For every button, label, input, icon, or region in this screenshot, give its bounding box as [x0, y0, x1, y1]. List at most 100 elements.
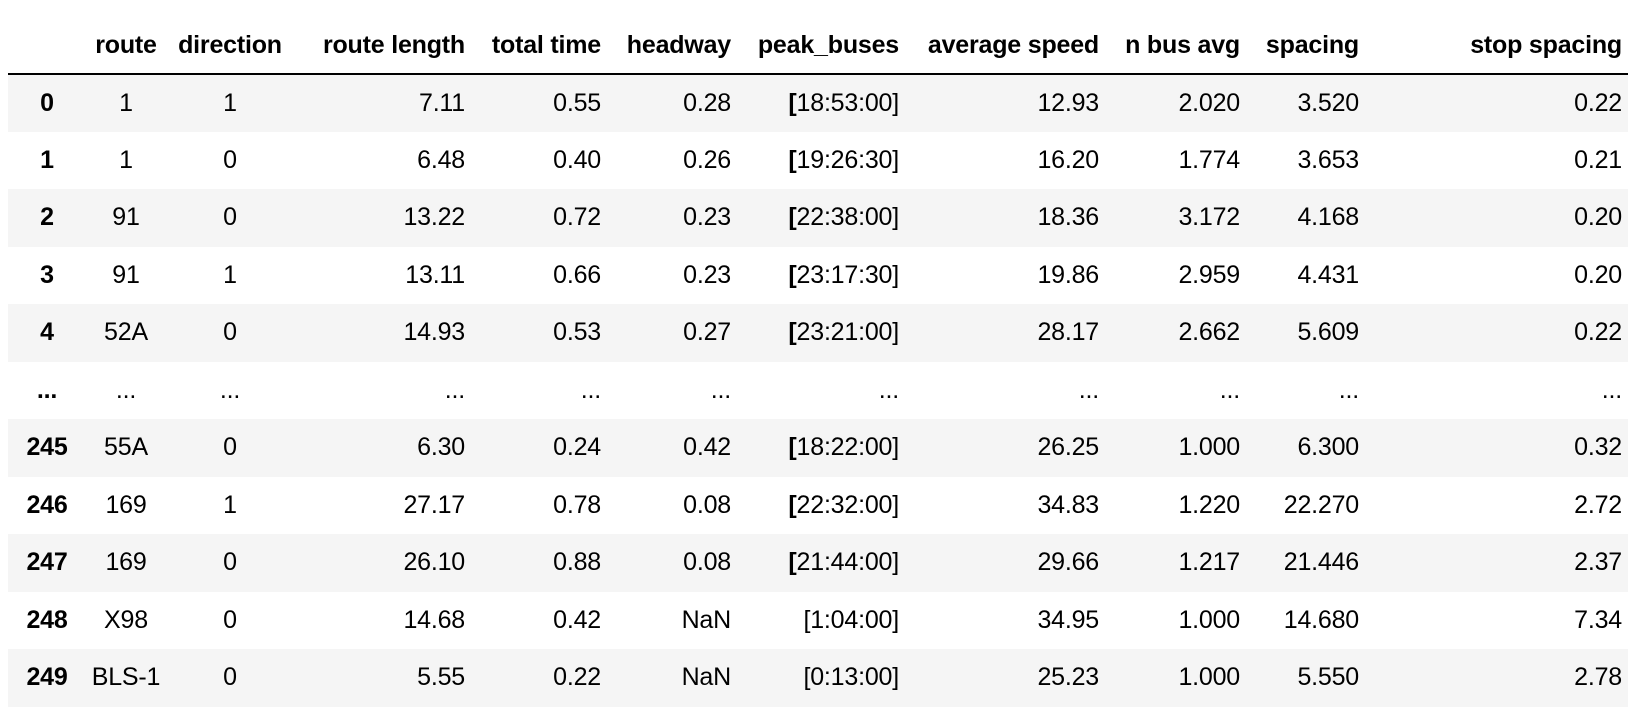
- cell-peak-buses: [21:44:00]: [737, 534, 905, 592]
- open-bracket: [: [788, 318, 797, 347]
- cell-direction: 0: [223, 203, 237, 232]
- cell-route: 91: [112, 203, 140, 232]
- cell-spacing: 4.168: [1297, 203, 1359, 232]
- cell-stop-spacing: 0.22: [1574, 318, 1622, 347]
- peak-buses-value: 22:38:00]: [796, 203, 900, 232]
- table-row: 4 52A 0 14.93 0.53 0.27 [23:21:00] 28.17 2.662 5.…: [8, 304, 1628, 362]
- cell-average-speed: 29.66: [1037, 548, 1099, 577]
- cell-stop-spacing: 0.32: [1574, 433, 1622, 462]
- cell-spacing: 21.446: [1283, 548, 1359, 577]
- cell-peak-buses: [18:53:00]: [737, 74, 905, 132]
- cell-headway: 0.27: [683, 318, 731, 347]
- header-n-bus-avg: n bus avg: [1105, 18, 1246, 75]
- cell-n-bus-avg: 1.217: [1178, 548, 1240, 577]
- cell-route-length: 13.11: [405, 260, 465, 289]
- cell-total-time: 0.72: [553, 203, 601, 232]
- cell-direction: 0: [223, 145, 237, 174]
- row-index: 249: [26, 663, 68, 692]
- table-row: 0 1 1 7.11 0.55 0.28 [18:53:00] 12.93 2.020 3.520…: [8, 74, 1628, 132]
- cell-stop-spacing: 2.72: [1574, 490, 1622, 519]
- cell-route-length: 27.17: [403, 490, 465, 519]
- cell-spacing: 14.680: [1283, 605, 1359, 634]
- header-average-speed: average speed: [905, 18, 1105, 75]
- header-row: route direction route length total time …: [8, 18, 1628, 75]
- header-stop-spacing: stop spacing: [1365, 18, 1628, 75]
- cell-direction: 0: [223, 663, 237, 692]
- cell-spacing: 3.653: [1297, 145, 1359, 174]
- table-row: 248 X98 0 14.68 0.42 NaN [1:04:00] 34.95 1.000 14…: [8, 592, 1628, 650]
- cell-headway: NaN: [681, 605, 732, 634]
- cell-total-time: 0.78: [553, 490, 601, 519]
- cell-total-time: 0.88: [553, 548, 601, 577]
- cell-peak-buses: [22:38:00]: [737, 189, 905, 247]
- header-headway: headway: [607, 18, 737, 75]
- cell-peak-buses: [22:32:00]: [737, 477, 905, 535]
- cell-peak-buses: [1:04:00]: [803, 605, 899, 634]
- cell-stop-spacing: 7.34: [1574, 605, 1622, 634]
- cell-n-bus-avg: 1.774: [1178, 145, 1240, 174]
- cell-route-length: 5.55: [417, 663, 465, 692]
- cell-n-bus-avg: ...: [1219, 375, 1240, 404]
- row-index: 0: [40, 88, 54, 117]
- open-bracket: [: [788, 260, 797, 289]
- cell-total-time: 0.55: [553, 88, 601, 117]
- cell-headway: 0.23: [683, 203, 731, 232]
- dataframe-table: route direction route length total time …: [8, 18, 1628, 707]
- cell-peak-buses: [0:13:00]: [803, 663, 899, 692]
- table-row: 2 91 0 13.22 0.72 0.23 [22:38:00] 18.36 3.172 4.1…: [8, 189, 1628, 247]
- cell-headway: 0.08: [683, 490, 731, 519]
- peak-buses-value: 19:26:30]: [796, 145, 900, 174]
- open-bracket: [: [788, 145, 797, 174]
- row-index: 2: [40, 203, 54, 232]
- row-index: 4: [40, 318, 54, 347]
- cell-average-speed: 19.86: [1037, 260, 1099, 289]
- table-body: 0 1 1 7.11 0.55 0.28 [18:53:00] 12.93 2.020 3.520…: [8, 74, 1628, 707]
- cell-route-length: ...: [444, 375, 465, 404]
- cell-headway: 0.28: [683, 88, 731, 117]
- cell-headway: NaN: [681, 663, 732, 692]
- cell-spacing: 5.609: [1297, 318, 1359, 347]
- cell-route-length: 14.93: [403, 318, 465, 347]
- cell-route-length: 6.30: [417, 433, 465, 462]
- cell-total-time: 0.42: [553, 605, 601, 634]
- header-total-time: total time: [471, 18, 607, 75]
- cell-headway: 0.42: [683, 433, 731, 462]
- open-bracket: [: [788, 490, 797, 519]
- open-bracket: [: [788, 433, 797, 462]
- cell-n-bus-avg: 1.220: [1178, 490, 1240, 519]
- table-row: 247 169 0 26.10 0.88 0.08 [21:44:00] 29.66 1.217…: [8, 534, 1628, 592]
- cell-stop-spacing: 0.21: [1574, 145, 1622, 174]
- cell-route: BLS-1: [91, 663, 161, 692]
- cell-average-speed: 28.17: [1037, 318, 1099, 347]
- cell-route-length: 6.48: [417, 145, 465, 174]
- cell-route: 1: [119, 88, 133, 117]
- table-row: .................................: [8, 362, 1628, 420]
- cell-route: 1: [119, 145, 133, 174]
- row-index: ...: [36, 375, 58, 404]
- cell-headway: 0.26: [683, 145, 731, 174]
- cell-average-speed: 34.95: [1037, 605, 1099, 634]
- row-index: 248: [26, 605, 68, 634]
- cell-route: 169: [105, 548, 147, 577]
- cell-n-bus-avg: 2.959: [1178, 260, 1240, 289]
- cell-total-time: 0.22: [553, 663, 601, 692]
- open-bracket: [: [788, 548, 797, 577]
- cell-headway: 0.23: [683, 260, 731, 289]
- cell-direction: 0: [223, 433, 237, 462]
- cell-route: 55A: [104, 433, 148, 462]
- header-direction: direction: [166, 18, 294, 75]
- cell-headway: 0.08: [683, 548, 731, 577]
- cell-total-time: 0.24: [553, 433, 601, 462]
- cell-stop-spacing: 2.37: [1574, 548, 1622, 577]
- cell-route-length: 14.68: [403, 605, 465, 634]
- cell-n-bus-avg: 2.020: [1178, 88, 1240, 117]
- cell-average-speed: 25.23: [1037, 663, 1099, 692]
- header-peak-buses: peak_buses: [737, 18, 905, 75]
- table-header: route direction route length total time …: [8, 18, 1628, 75]
- cell-peak-buses: [23:21:00]: [737, 304, 905, 362]
- row-index: 246: [26, 490, 68, 519]
- table-row: 245 55A 0 6.30 0.24 0.42 [18:22:00] 26.25 1.000 6…: [8, 419, 1628, 477]
- cell-average-speed: 34.83: [1037, 490, 1099, 519]
- cell-average-speed: 18.36: [1037, 203, 1099, 232]
- row-index: 3: [40, 260, 54, 289]
